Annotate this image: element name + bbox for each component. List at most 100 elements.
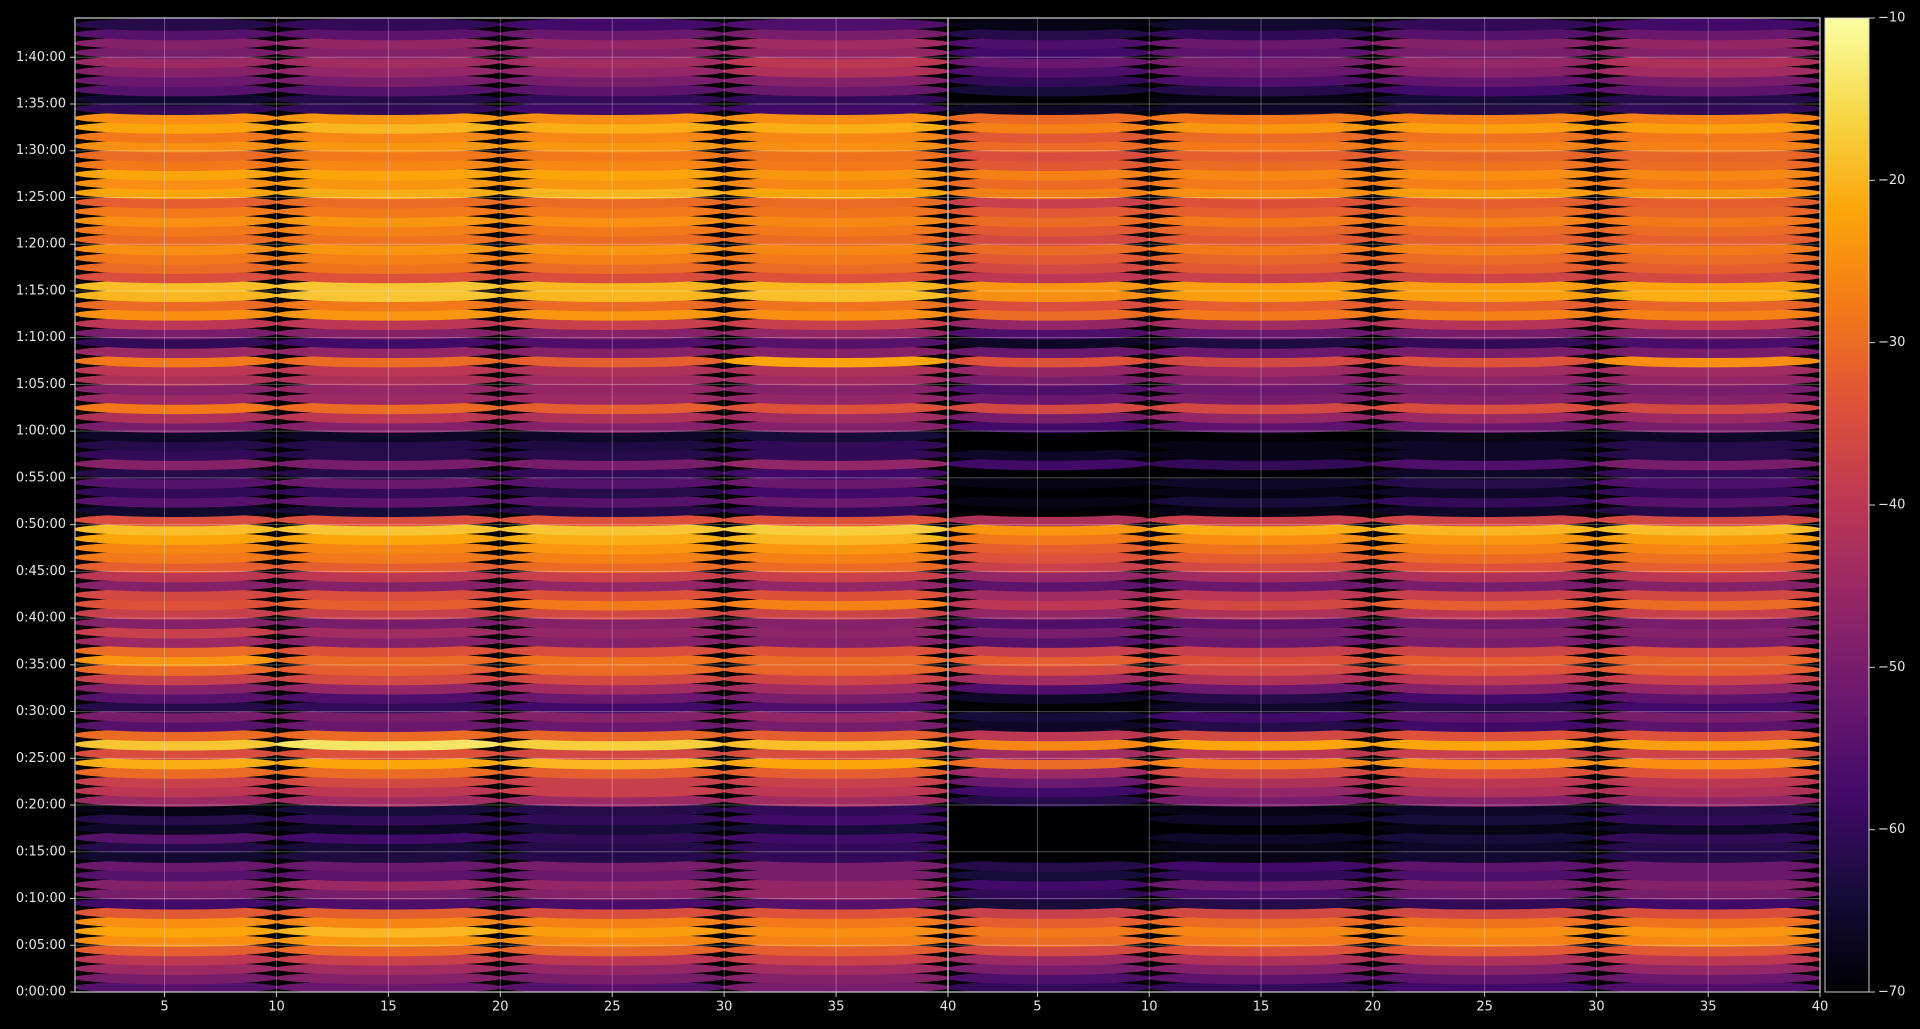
heatmap-cell bbox=[722, 794, 948, 807]
heatmap-cell bbox=[498, 709, 727, 723]
heatmap-cell bbox=[274, 887, 503, 901]
heatmap-cell bbox=[722, 158, 948, 172]
heatmap-cell bbox=[498, 429, 727, 443]
heatmap-cell bbox=[498, 251, 727, 265]
heatmap-cell bbox=[498, 513, 727, 527]
heatmap-cell bbox=[498, 541, 727, 555]
heatmap-cell bbox=[498, 504, 727, 517]
heatmap-cell bbox=[498, 812, 727, 826]
heatmap-cell bbox=[498, 420, 727, 433]
heatmap-cell bbox=[274, 27, 503, 41]
heatmap-cell bbox=[75, 130, 279, 144]
heatmap-cell bbox=[722, 971, 948, 985]
heatmap-cell bbox=[948, 943, 1152, 957]
heatmap-cell bbox=[75, 934, 279, 947]
heatmap-cell bbox=[75, 466, 279, 480]
heatmap-cell bbox=[722, 737, 948, 751]
heatmap-cell bbox=[722, 541, 948, 555]
heatmap-cell bbox=[722, 83, 948, 97]
heatmap-cell bbox=[1147, 625, 1375, 639]
heatmap-cell bbox=[1594, 709, 1820, 723]
heatmap-cell bbox=[1147, 392, 1375, 405]
heatmap-cell bbox=[1594, 822, 1820, 835]
heatmap-cell bbox=[1594, 597, 1820, 611]
heatmap-cell bbox=[722, 382, 948, 396]
heatmap-cell bbox=[498, 681, 727, 695]
heatmap-cell bbox=[498, 607, 727, 620]
heatmap-cell bbox=[274, 289, 503, 302]
heatmap-cell bbox=[1147, 64, 1375, 78]
heatmap-cell bbox=[75, 635, 279, 648]
heatmap-cell bbox=[498, 18, 727, 31]
heatmap-cell bbox=[1147, 279, 1375, 293]
heatmap-cell bbox=[1594, 588, 1820, 602]
heatmap-cell bbox=[274, 868, 503, 882]
heatmap-cell bbox=[498, 289, 727, 302]
y-tick-label: 0:15:00 bbox=[16, 844, 66, 859]
heatmap-cell bbox=[498, 317, 727, 331]
heatmap-cell bbox=[1370, 345, 1599, 359]
heatmap-cell bbox=[1147, 139, 1375, 153]
heatmap-cell bbox=[1594, 214, 1820, 228]
heatmap-cell bbox=[948, 336, 1152, 349]
heatmap-cell bbox=[274, 121, 503, 134]
heatmap-cell bbox=[1147, 476, 1375, 489]
heatmap-cell bbox=[1370, 560, 1599, 574]
heatmap-cell bbox=[75, 709, 279, 723]
heatmap-cell bbox=[274, 943, 503, 957]
heatmap-cell bbox=[1147, 550, 1375, 564]
heatmap-cell bbox=[1594, 46, 1820, 59]
heatmap-cell bbox=[274, 429, 503, 443]
heatmap-cell bbox=[1147, 644, 1375, 658]
x-tick-label: 25 bbox=[1476, 1000, 1493, 1015]
heatmap-cell bbox=[75, 896, 279, 910]
heatmap-cell bbox=[1370, 485, 1599, 499]
heatmap-cell bbox=[274, 92, 503, 106]
x-tick-label: 5 bbox=[160, 1000, 168, 1015]
heatmap-cell bbox=[274, 812, 503, 826]
heatmap-cell bbox=[75, 663, 279, 676]
y-tick-label: 0:35:00 bbox=[16, 657, 66, 672]
heatmap-cell bbox=[1147, 223, 1375, 237]
heatmap-cell bbox=[948, 18, 1152, 31]
heatmap-cell bbox=[1370, 205, 1599, 218]
heatmap-cell bbox=[1147, 579, 1375, 592]
heatmap-cell bbox=[948, 438, 1152, 452]
heatmap-cell bbox=[948, 485, 1152, 499]
heatmap-cell bbox=[75, 541, 279, 555]
heatmap-cell bbox=[1370, 588, 1599, 602]
heatmap-cell bbox=[274, 616, 503, 630]
heatmap-cell bbox=[75, 812, 279, 826]
heatmap-cell bbox=[722, 962, 948, 975]
heatmap-cell bbox=[274, 64, 503, 78]
heatmap-cell bbox=[1147, 102, 1375, 116]
heatmap-cell bbox=[75, 915, 279, 929]
y-tick-label: 1:40:00 bbox=[16, 50, 66, 65]
heatmap-cell bbox=[1594, 242, 1820, 256]
heatmap-cell bbox=[1147, 784, 1375, 798]
heatmap-cell bbox=[948, 261, 1152, 274]
heatmap-cell bbox=[1147, 840, 1375, 854]
heatmap-cell bbox=[1147, 448, 1375, 461]
heatmap-cell bbox=[1594, 775, 1820, 789]
heatmap-cell bbox=[948, 831, 1152, 845]
heatmap-cell bbox=[1147, 943, 1375, 957]
heatmap-cell bbox=[274, 775, 503, 789]
heatmap-cell bbox=[274, 298, 503, 312]
heatmap-cell bbox=[75, 401, 279, 415]
heatmap-cell bbox=[1594, 92, 1820, 106]
heatmap-cell bbox=[1594, 410, 1820, 424]
heatmap-cell bbox=[498, 878, 727, 891]
heatmap-cell bbox=[274, 317, 503, 331]
heatmap-cell bbox=[498, 859, 727, 873]
heatmap-cell bbox=[722, 36, 948, 50]
heatmap-cell bbox=[274, 485, 503, 499]
heatmap-cell bbox=[948, 915, 1152, 929]
x-tick-label: 30 bbox=[716, 1000, 733, 1015]
heatmap-cell bbox=[1147, 934, 1375, 947]
heatmap-cell bbox=[498, 794, 727, 807]
heatmap-cell bbox=[75, 195, 279, 209]
heatmap-cell bbox=[498, 223, 727, 237]
heatmap-cell bbox=[948, 812, 1152, 826]
heatmap-cell bbox=[1147, 822, 1375, 835]
